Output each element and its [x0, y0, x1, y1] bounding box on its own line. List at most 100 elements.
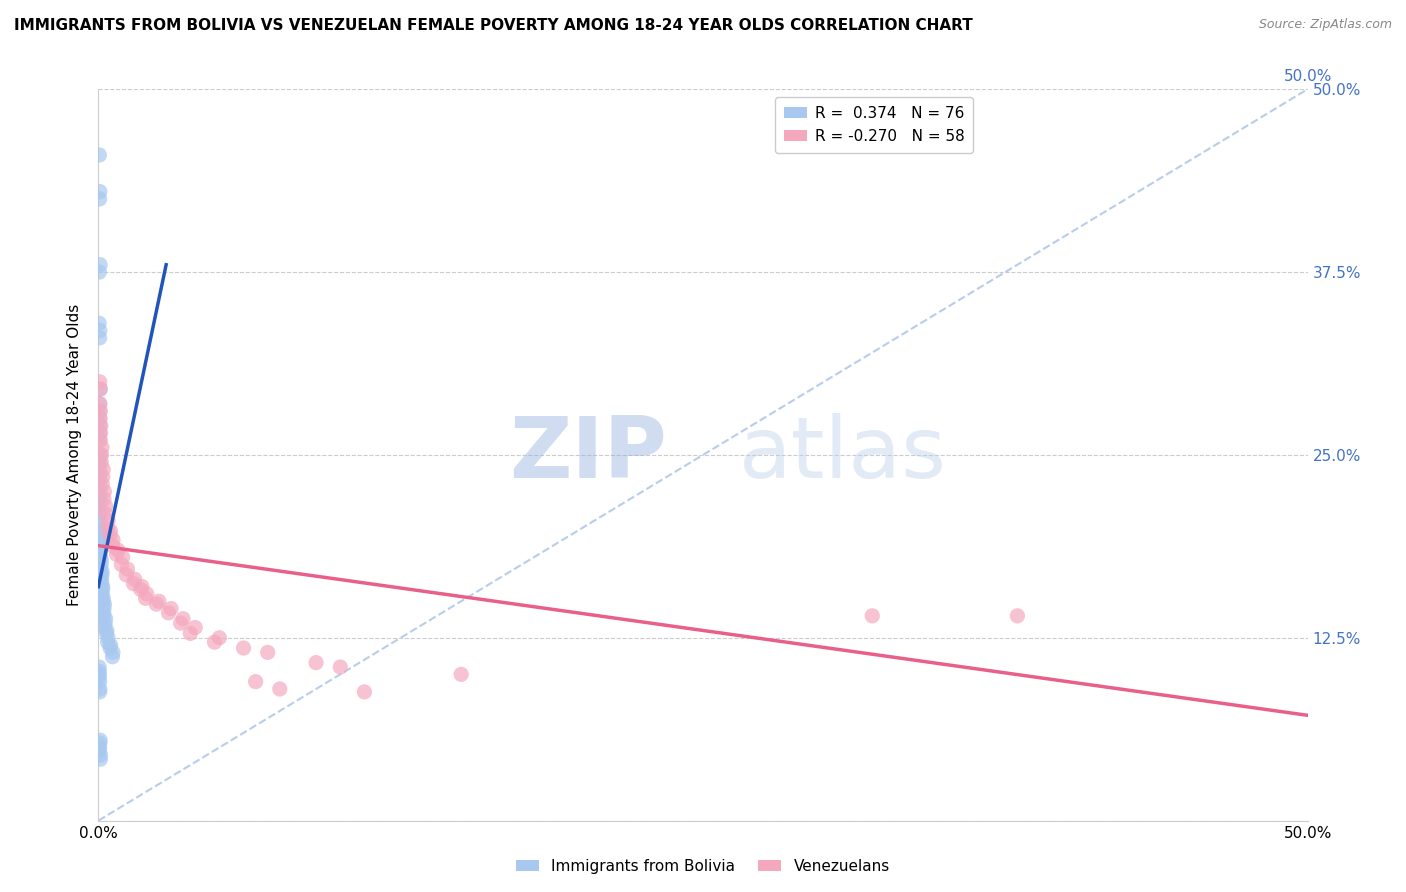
- Point: [89, 494, 111, 508]
- Point: [94, 499, 117, 513]
- Point: [245, 674, 267, 689]
- Point: [90, 747, 112, 762]
- Point: [89, 404, 111, 418]
- Point: [89, 685, 111, 699]
- Point: [90, 425, 112, 440]
- Point: [89, 752, 111, 766]
- Point: [101, 539, 124, 553]
- Point: [89, 548, 111, 562]
- Point: [101, 533, 124, 547]
- Point: [172, 612, 194, 626]
- Point: [93, 606, 115, 620]
- Point: [160, 601, 183, 615]
- Point: [89, 324, 111, 338]
- Point: [100, 638, 122, 652]
- Point: [89, 681, 111, 696]
- Point: [93, 608, 115, 623]
- Point: [169, 616, 191, 631]
- Point: [89, 507, 111, 521]
- Point: [89, 521, 111, 535]
- Text: ZIP: ZIP: [509, 413, 666, 497]
- Point: [89, 740, 111, 755]
- Y-axis label: Female Poverty Among 18-24 Year Olds: Female Poverty Among 18-24 Year Olds: [67, 304, 83, 606]
- Point: [97, 514, 120, 528]
- Point: [269, 681, 291, 696]
- Point: [89, 455, 111, 469]
- Point: [89, 528, 111, 542]
- Point: [90, 572, 112, 586]
- Point: [89, 499, 111, 513]
- Point: [89, 425, 111, 440]
- Point: [179, 626, 201, 640]
- Legend: Immigrants from Bolivia, Venezuelans: Immigrants from Bolivia, Venezuelans: [510, 853, 896, 880]
- Text: atlas: atlas: [740, 413, 948, 497]
- Point: [98, 528, 121, 542]
- Point: [89, 670, 111, 684]
- Point: [184, 621, 207, 635]
- Point: [89, 404, 111, 418]
- Point: [122, 576, 145, 591]
- Point: [89, 491, 111, 506]
- Text: IMMIGRANTS FROM BOLIVIA VS VENEZUELAN FEMALE POVERTY AMONG 18-24 YEAR OLDS CORRE: IMMIGRANTS FROM BOLIVIA VS VENEZUELAN FE…: [14, 18, 973, 33]
- Point: [89, 448, 111, 462]
- Point: [94, 507, 117, 521]
- Point: [91, 591, 114, 606]
- Point: [91, 582, 114, 597]
- Point: [93, 484, 115, 499]
- Point: [89, 418, 111, 433]
- Point: [90, 576, 112, 591]
- Point: [89, 411, 111, 425]
- Point: [89, 514, 111, 528]
- Point: [89, 265, 111, 279]
- Point: [157, 606, 180, 620]
- Point: [89, 665, 111, 679]
- Point: [204, 635, 226, 649]
- Point: [329, 660, 352, 674]
- Point: [96, 624, 118, 638]
- Point: [115, 567, 138, 582]
- Point: [90, 543, 112, 558]
- Point: [100, 524, 122, 538]
- Point: [101, 649, 124, 664]
- Point: [89, 660, 111, 674]
- Point: [93, 597, 115, 611]
- Point: [89, 434, 111, 448]
- Point: [89, 535, 111, 549]
- Point: [256, 645, 278, 659]
- Point: [89, 550, 111, 565]
- Point: [124, 572, 146, 586]
- Point: [89, 382, 111, 396]
- Point: [111, 550, 134, 565]
- Point: [89, 733, 111, 747]
- Point: [93, 491, 115, 506]
- Point: [89, 470, 111, 484]
- Point: [89, 667, 111, 681]
- Point: [450, 667, 472, 681]
- Point: [89, 477, 111, 491]
- Point: [93, 601, 115, 615]
- Point: [89, 382, 111, 396]
- Point: [90, 553, 112, 567]
- Point: [107, 543, 129, 558]
- Point: [90, 448, 112, 462]
- Point: [91, 470, 114, 484]
- Point: [91, 565, 114, 579]
- Point: [94, 616, 117, 631]
- Point: [89, 397, 111, 411]
- Point: [860, 608, 883, 623]
- Point: [135, 591, 157, 606]
- Point: [89, 148, 111, 162]
- Point: [89, 331, 111, 345]
- Point: [97, 635, 120, 649]
- Point: [91, 462, 114, 476]
- Point: [94, 612, 117, 626]
- Point: [89, 192, 111, 206]
- Point: [90, 539, 112, 553]
- Point: [90, 562, 112, 576]
- Point: [129, 582, 152, 597]
- Point: [89, 411, 111, 425]
- Point: [148, 594, 170, 608]
- Point: [117, 562, 139, 576]
- Point: [96, 626, 118, 640]
- Point: [89, 736, 111, 750]
